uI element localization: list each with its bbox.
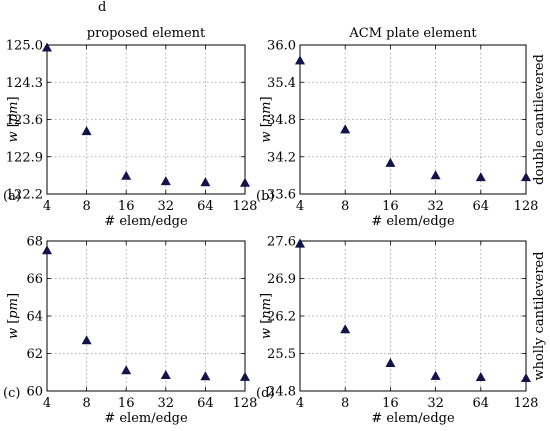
x-tick-label: 64 (473, 396, 490, 411)
x-axis-label: # elem/edge (104, 411, 188, 426)
panel-b: 4 8 16 32 64 128 33.6 34.2 34.8 35.4 36.0 # elem/ed… (256, 26, 538, 229)
panel-a: 4 8 16 32 64 128 122.2 122.9 123.6 124.3 125.0 # el… (3, 26, 257, 229)
data-point (430, 370, 441, 380)
y-tick-label: 33.6 (267, 188, 296, 203)
row-title: wholly cantilevered (532, 251, 547, 380)
x-tick-label: 8 (82, 199, 90, 214)
y-tick-label: 123.6 (6, 113, 43, 128)
y-axis-label: w [nm] (259, 293, 274, 339)
data-point (385, 358, 396, 368)
y-tick-label: 124.3 (6, 76, 43, 91)
x-tick-label: 4 (296, 396, 304, 411)
x-tick-label: 32 (158, 396, 175, 411)
x-tick-label: 8 (82, 396, 90, 411)
y-tick-label: 26.2 (267, 310, 296, 325)
x-tick-label: 16 (382, 199, 399, 214)
y-tick-label: 34.2 (267, 150, 296, 165)
y-tick-label: 25.5 (267, 347, 296, 362)
panel-label: (b) (256, 189, 274, 204)
data-point (200, 371, 211, 381)
data-point (520, 172, 532, 182)
x-tick-label: 16 (118, 396, 135, 411)
y-tick-label: 122.9 (6, 150, 43, 165)
y-tick-label: 24.8 (267, 385, 296, 400)
panel-title: ACM plate element (348, 26, 477, 41)
x-tick-label: 32 (427, 396, 444, 411)
y-tick-label: 35.4 (267, 76, 296, 91)
y-tick-label: 66 (26, 272, 43, 287)
panel-label: (a) (3, 189, 21, 204)
panel-c: 4 8 16 32 64 128 60 62 64 66 68 # elem/edge w [pm] (c… (3, 235, 257, 427)
data-point (200, 177, 211, 187)
data-point (475, 172, 486, 182)
x-tick-label: 64 (197, 199, 214, 214)
x-tick-label: 128 (514, 199, 539, 214)
x-tick-label: 32 (427, 199, 444, 214)
x-tick-label: 4 (43, 199, 51, 214)
x-tick-label: 8 (341, 199, 349, 214)
data-point (385, 157, 396, 167)
y-tick-label: 62 (26, 347, 43, 362)
x-axis-label: # elem/edge (371, 214, 455, 229)
data-point (160, 176, 171, 186)
data-point (121, 170, 132, 180)
x-tick-label: 64 (473, 199, 490, 214)
x-axis-label: # elem/edge (371, 411, 455, 426)
y-tick-label: 34.8 (267, 113, 296, 128)
y-tick-label: 26.9 (267, 272, 296, 287)
data-point (294, 55, 306, 65)
y-axis-label: w [pm] (6, 293, 21, 339)
data-point (41, 42, 53, 52)
data-point (121, 365, 132, 375)
data-point (239, 177, 251, 187)
x-tick-label: 128 (233, 396, 258, 411)
x-tick-label: 128 (233, 199, 258, 214)
data-point (41, 245, 53, 255)
data-point (239, 371, 251, 381)
x-tick-label: 128 (514, 396, 539, 411)
panel-d: 4 8 16 32 64 128 24.8 25.5 26.2 26.9 27.6 # elem/ed… (256, 235, 538, 427)
panel-title: proposed element (87, 26, 206, 41)
data-point (294, 238, 306, 248)
y-tick-label: 36.0 (267, 39, 296, 54)
panel-label: (c) (3, 386, 20, 401)
x-tick-label: 16 (118, 199, 135, 214)
panel-label: (d) (256, 386, 274, 401)
x-tick-label: 64 (197, 396, 214, 411)
data-point (160, 369, 171, 379)
x-tick-label: 8 (341, 396, 349, 411)
y-tick-label: 64 (26, 310, 43, 325)
y-tick-label: 122.2 (6, 188, 43, 203)
data-point (520, 373, 532, 383)
data-point (475, 371, 486, 381)
figure-label: d (98, 0, 107, 15)
data-point (81, 126, 92, 136)
y-tick-label: 60 (26, 385, 43, 400)
y-tick-label: 68 (26, 235, 43, 250)
x-tick-label: 4 (296, 199, 304, 214)
data-point (340, 124, 351, 134)
data-point (430, 170, 441, 180)
x-tick-label: 32 (158, 199, 175, 214)
y-tick-label: 27.6 (267, 235, 296, 250)
x-axis-label: # elem/edge (104, 214, 188, 229)
data-point (340, 324, 351, 334)
y-tick-label: 125.0 (6, 39, 43, 54)
x-tick-label: 16 (382, 396, 399, 411)
y-axis-label: w [pm] (6, 96, 21, 142)
row-title: double cantilevered (532, 54, 547, 185)
y-axis-label: w [nm] (259, 96, 274, 142)
x-tick-label: 4 (43, 396, 51, 411)
data-point (81, 335, 92, 345)
